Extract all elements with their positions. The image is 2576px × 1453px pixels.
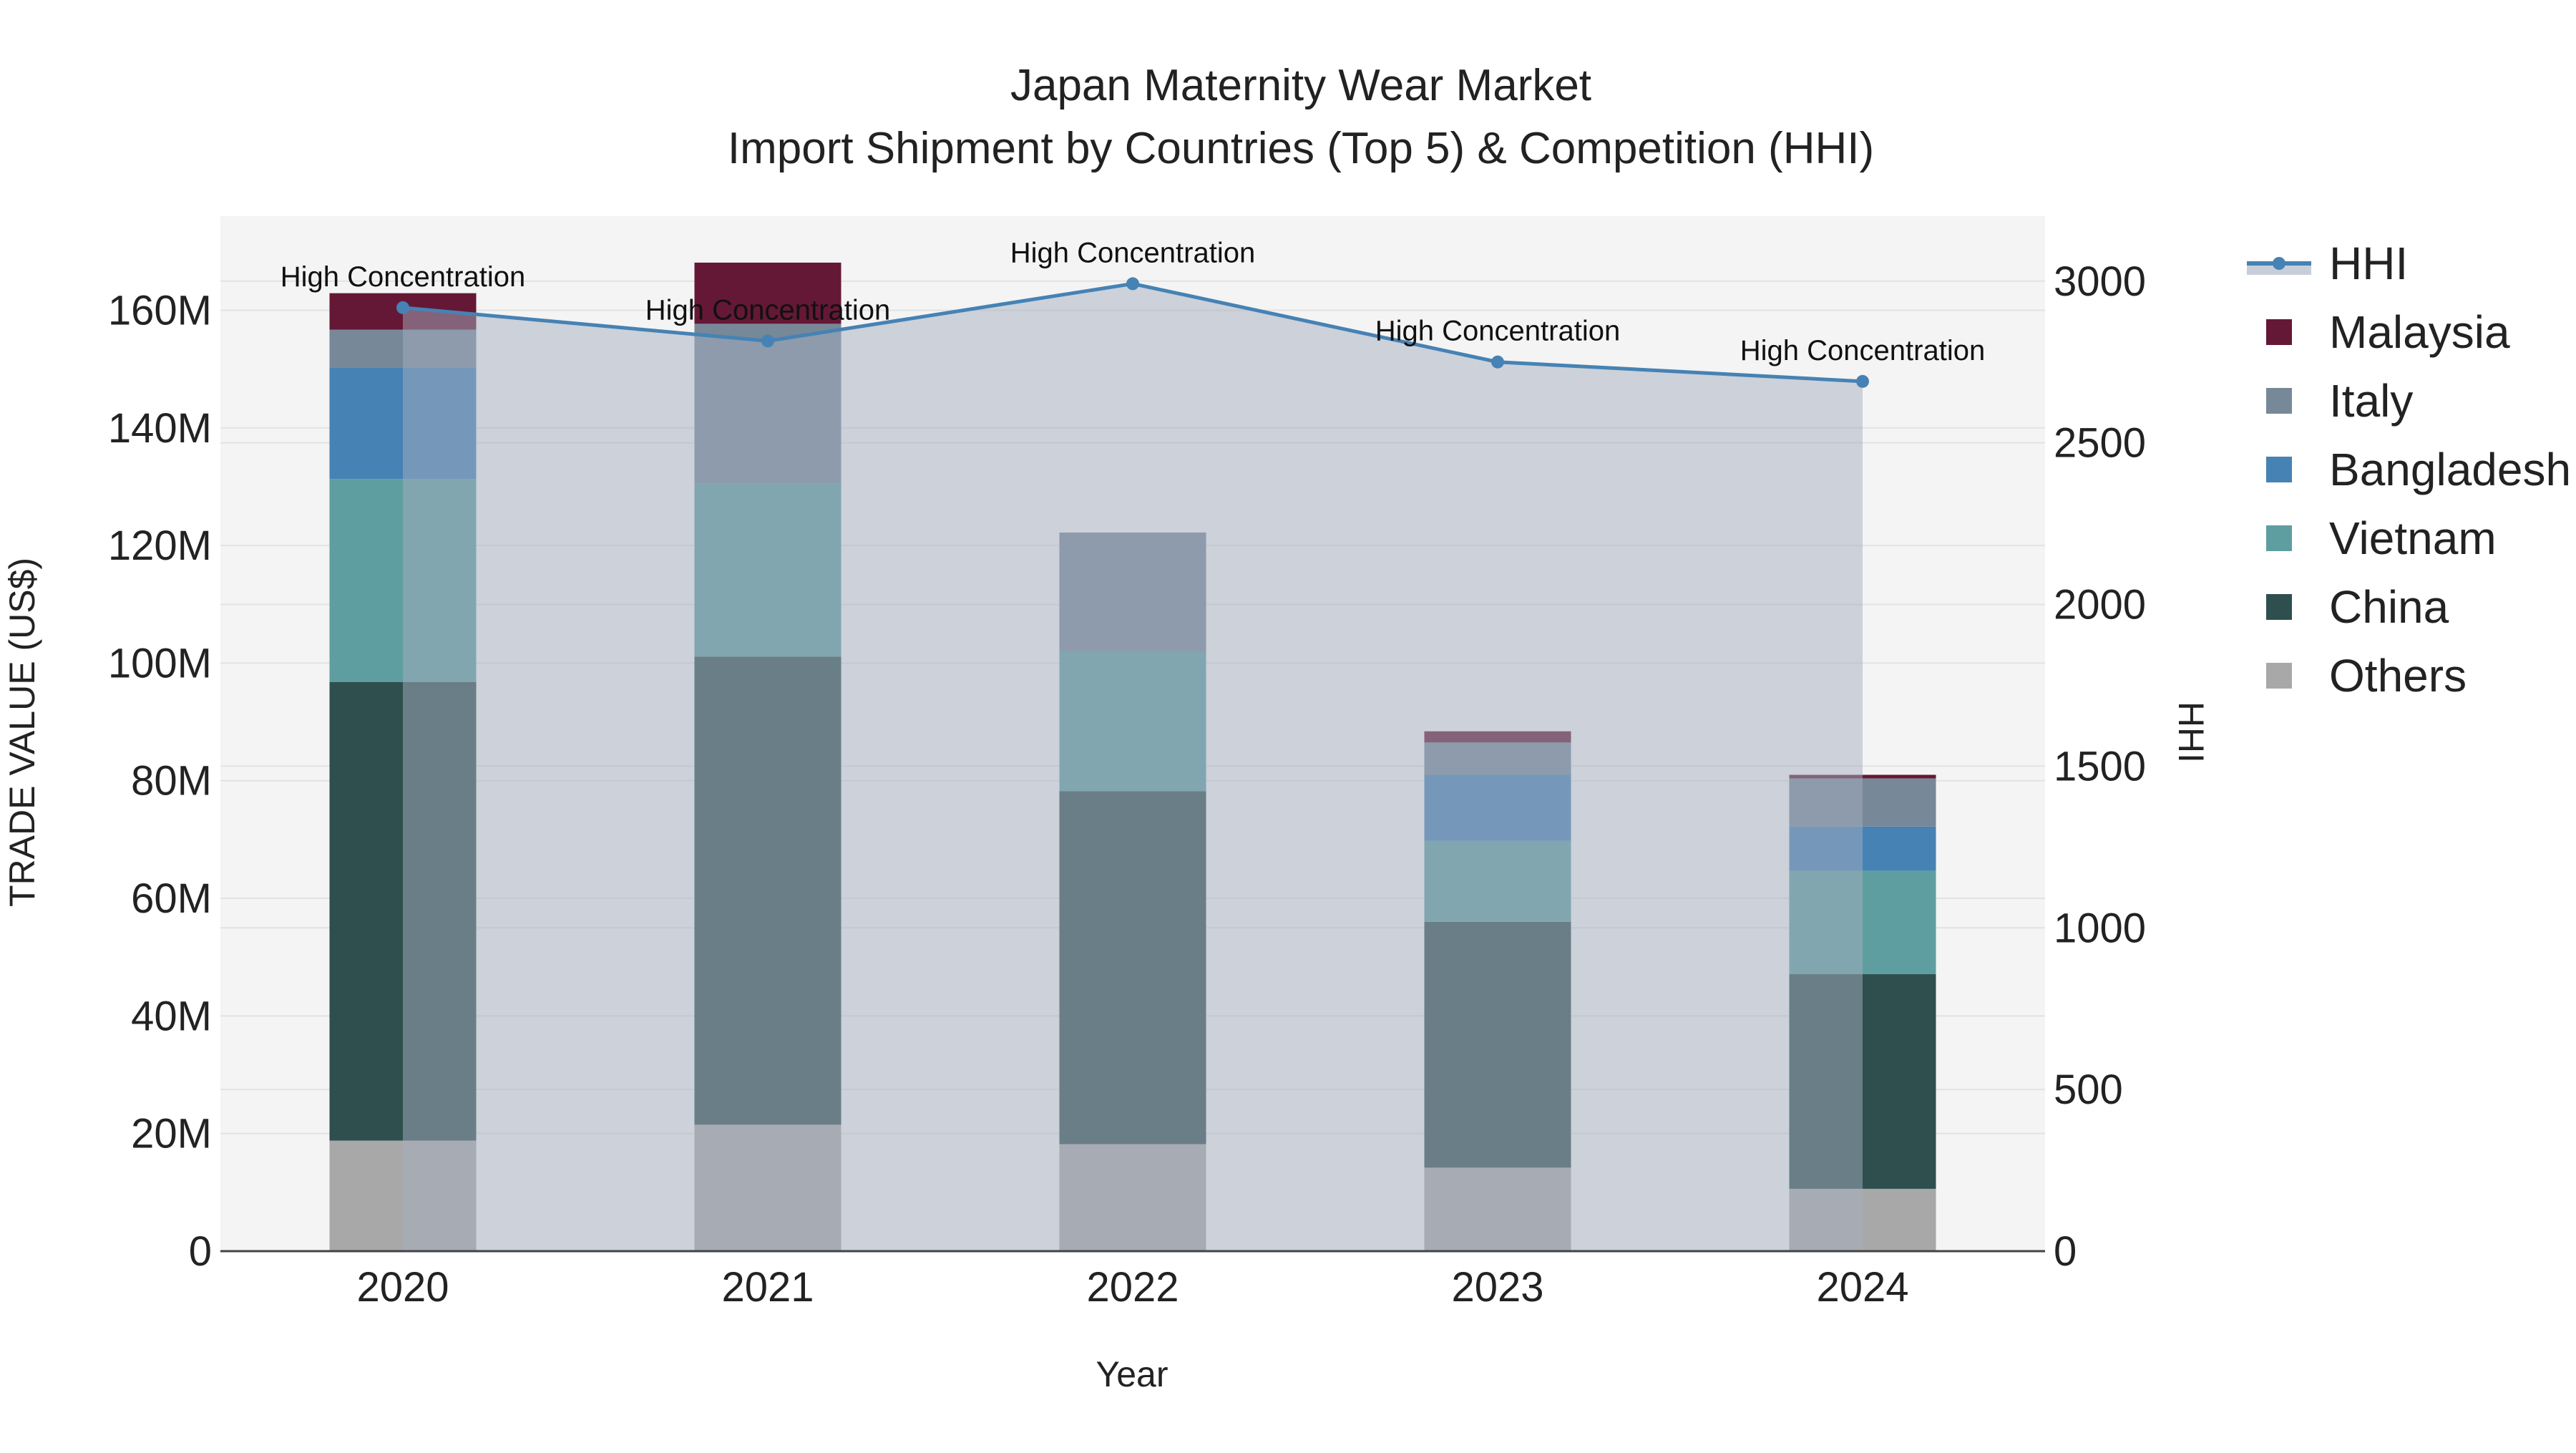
y2-tick-label: 1000 [2054,905,2146,951]
legend-marker-hhi [2273,257,2285,270]
x-tick-label: 2020 [356,1264,449,1311]
chart-title-line1: Japan Maternity Wear Market [1010,61,1591,110]
hhi-point [1491,355,1504,369]
y-tick-label: 80M [131,758,212,805]
legend-swatch-malaysia [2266,319,2292,345]
x-tick-label: 2024 [1816,1264,1908,1311]
hhi-annotation: High Concentration [1740,335,1985,366]
x-tick-label: 2021 [721,1264,814,1311]
x-tick-label: 2023 [1451,1264,1543,1311]
y-tick-label: 40M [131,993,212,1039]
legend: HHI Malaysia Italy Bangladesh Vietnam China Ot… [2247,238,2571,701]
y2-tick-label: 0 [2054,1228,2077,1275]
hhi-point [1126,277,1139,291]
legend-swatch-italy [2266,388,2292,414]
y2-axis-title: HHI [2171,701,2211,763]
y-tick-label: 60M [131,875,212,922]
hhi-point [396,301,409,314]
y-tick-label: 20M [131,1111,212,1157]
hhi-point [1856,374,1869,388]
y-tick-label: 160M [108,287,212,334]
y-tick-label: 120M [108,523,212,569]
legend-label-hhi: HHI [2329,238,2408,289]
y2-tick-label: 2000 [2054,582,2146,628]
hhi-area [403,283,1863,1252]
legend-swatch-vietnam [2266,525,2292,551]
y2-tick-label: 3000 [2054,258,2146,305]
legend-swatch-bangladesh [2266,457,2292,482]
y-tick-label: 100M [108,640,212,686]
legend-swatch-others [2266,663,2292,689]
legend-label-vietnam: Vietnam [2329,512,2497,564]
hhi-annotation: High Concentration [1010,237,1255,268]
legend-label-malaysia: Malaysia [2329,306,2510,358]
legend-label-italy: Italy [2329,375,2413,427]
legend-swatch-china [2266,594,2292,620]
hhi-annotation: High Concentration [645,294,890,326]
y2-tick-label: 2500 [2054,420,2146,467]
y2-tick-label: 1500 [2054,743,2146,789]
y-axis-title: TRADE VALUE (US$) [2,558,42,907]
hhi-annotation: High Concentration [1375,316,1620,347]
y-tick-label: 0 [189,1228,212,1275]
x-axis-title: Year [1096,1354,1168,1394]
chart-title-line2: Import Shipment by Countries (Top 5) & C… [728,124,1874,173]
hhi-point [761,334,774,348]
hhi-annotation: High Concentration [280,261,525,293]
bar-segment-malaysia [694,262,841,324]
y-tick-label: 140M [108,405,212,452]
plot-area: 0 20M 40M 60M 80M 100M 120M 140M 160M 0 500 1000 150… [108,216,2146,1311]
legend-label-china: China [2329,581,2449,633]
x-tick-label: 2022 [1086,1264,1179,1311]
y2-tick-label: 500 [2054,1066,2123,1113]
legend-label-others: Others [2329,650,2467,701]
legend-label-bangladesh: Bangladesh [2329,444,2571,495]
